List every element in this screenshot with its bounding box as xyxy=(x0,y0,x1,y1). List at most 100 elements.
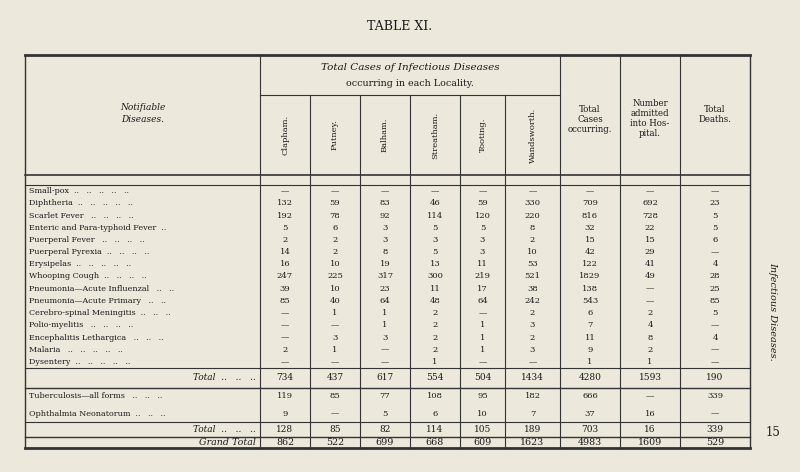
Text: 9: 9 xyxy=(282,410,288,418)
Text: 1: 1 xyxy=(480,321,485,329)
Text: —: — xyxy=(431,187,439,195)
Text: 77: 77 xyxy=(380,393,390,401)
Text: Encephalitis Lethargica   ..   ..   ..: Encephalitis Lethargica .. .. .. xyxy=(29,334,164,342)
Text: 190: 190 xyxy=(706,373,724,382)
Text: 1: 1 xyxy=(587,358,593,366)
Text: —: — xyxy=(646,187,654,195)
Text: 11: 11 xyxy=(477,260,488,268)
Text: 28: 28 xyxy=(710,272,720,280)
Text: 2: 2 xyxy=(432,321,438,329)
Text: 5: 5 xyxy=(712,309,718,317)
Text: 14: 14 xyxy=(279,248,290,256)
Text: —: — xyxy=(281,309,289,317)
Text: 49: 49 xyxy=(645,272,655,280)
Text: 617: 617 xyxy=(376,373,394,382)
Text: 5: 5 xyxy=(432,224,438,232)
Text: TABLE XI.: TABLE XI. xyxy=(367,20,433,33)
Text: 1623: 1623 xyxy=(520,438,545,447)
Text: Cerebro-spinal Meningitis  ..   ..   ..: Cerebro-spinal Meningitis .. .. .. xyxy=(29,309,170,317)
Text: Enteric and Para-typhoid Fever  ..: Enteric and Para-typhoid Fever .. xyxy=(29,224,166,232)
Text: —: — xyxy=(711,410,719,418)
Text: 242: 242 xyxy=(525,297,541,305)
Text: —: — xyxy=(711,187,719,195)
Text: 92: 92 xyxy=(380,211,390,219)
Text: 3: 3 xyxy=(480,248,485,256)
Text: 1: 1 xyxy=(332,309,338,317)
Text: —: — xyxy=(528,187,537,195)
Text: —: — xyxy=(381,346,389,354)
Text: 85: 85 xyxy=(710,297,720,305)
Text: 6: 6 xyxy=(432,410,438,418)
Text: Putney.: Putney. xyxy=(331,119,339,151)
Text: Cases: Cases xyxy=(577,116,603,125)
Text: 120: 120 xyxy=(474,211,490,219)
Text: 5: 5 xyxy=(712,224,718,232)
Text: 46: 46 xyxy=(430,199,440,207)
Text: 300: 300 xyxy=(427,272,443,280)
Text: 22: 22 xyxy=(645,224,655,232)
Text: 40: 40 xyxy=(330,297,340,305)
Text: 64: 64 xyxy=(380,297,390,305)
Text: 13: 13 xyxy=(430,260,440,268)
Text: Pneumonia—Acute Primary   ..   ..: Pneumonia—Acute Primary .. .. xyxy=(29,297,166,305)
Text: 85: 85 xyxy=(329,425,341,434)
Text: 3: 3 xyxy=(382,334,388,342)
Text: 4: 4 xyxy=(712,334,718,342)
Text: 9: 9 xyxy=(587,346,593,354)
Text: 3: 3 xyxy=(530,321,535,329)
Text: 182: 182 xyxy=(525,393,541,401)
Text: 32: 32 xyxy=(585,224,595,232)
Text: 37: 37 xyxy=(585,410,595,418)
Text: 15: 15 xyxy=(645,236,655,244)
Text: 668: 668 xyxy=(426,438,444,447)
Text: —: — xyxy=(381,187,389,195)
Text: Polio-myelitis   ..   ..   ..   ..: Polio-myelitis .. .. .. .. xyxy=(29,321,134,329)
Text: 192: 192 xyxy=(277,211,293,219)
Text: 529: 529 xyxy=(706,438,724,447)
Text: 1434: 1434 xyxy=(521,373,544,382)
Text: 8: 8 xyxy=(647,334,653,342)
Text: 83: 83 xyxy=(380,199,390,207)
Text: 554: 554 xyxy=(426,373,444,382)
Text: Grand Total: Grand Total xyxy=(199,438,256,447)
Text: Total Cases of Infectious Diseases: Total Cases of Infectious Diseases xyxy=(321,64,499,73)
Text: Tooting.: Tooting. xyxy=(478,118,486,152)
Text: 504: 504 xyxy=(474,373,491,382)
Text: 522: 522 xyxy=(326,438,344,447)
Text: 1: 1 xyxy=(480,346,485,354)
Text: 41: 41 xyxy=(645,260,655,268)
Text: —: — xyxy=(281,321,289,329)
Text: —: — xyxy=(281,187,289,195)
Text: Infectious Diseases.: Infectious Diseases. xyxy=(769,262,778,361)
Text: admitted: admitted xyxy=(630,109,670,118)
Text: 59: 59 xyxy=(330,199,340,207)
Text: 1593: 1593 xyxy=(638,373,662,382)
Text: —: — xyxy=(331,187,339,195)
Text: Deaths.: Deaths. xyxy=(698,116,731,125)
Text: 7: 7 xyxy=(587,321,593,329)
Text: Scarlet Fever   ..   ..   ..   ..: Scarlet Fever .. .. .. .. xyxy=(29,211,134,219)
Text: 2: 2 xyxy=(530,236,535,244)
Text: 699: 699 xyxy=(376,438,394,447)
Text: Streatham.: Streatham. xyxy=(431,111,439,159)
Text: 2: 2 xyxy=(530,334,535,342)
Text: 1: 1 xyxy=(480,334,485,342)
Text: 3: 3 xyxy=(382,236,388,244)
Text: 119: 119 xyxy=(277,393,293,401)
Text: 29: 29 xyxy=(645,248,655,256)
Text: 4: 4 xyxy=(712,260,718,268)
Text: Total: Total xyxy=(579,106,601,115)
Text: 5: 5 xyxy=(432,248,438,256)
Text: 64: 64 xyxy=(477,297,488,305)
Text: 6: 6 xyxy=(332,224,338,232)
Text: 10: 10 xyxy=(527,248,538,256)
Text: Clapham.: Clapham. xyxy=(281,115,289,155)
Text: —: — xyxy=(281,334,289,342)
Text: 521: 521 xyxy=(525,272,541,280)
Text: 5: 5 xyxy=(712,211,718,219)
Text: 4: 4 xyxy=(647,321,653,329)
Text: 3: 3 xyxy=(332,334,338,342)
Text: 225: 225 xyxy=(327,272,343,280)
Text: Dysentery  ..   ..   ..   ..   ..: Dysentery .. .. .. .. .. xyxy=(29,358,130,366)
Text: 5: 5 xyxy=(282,224,288,232)
